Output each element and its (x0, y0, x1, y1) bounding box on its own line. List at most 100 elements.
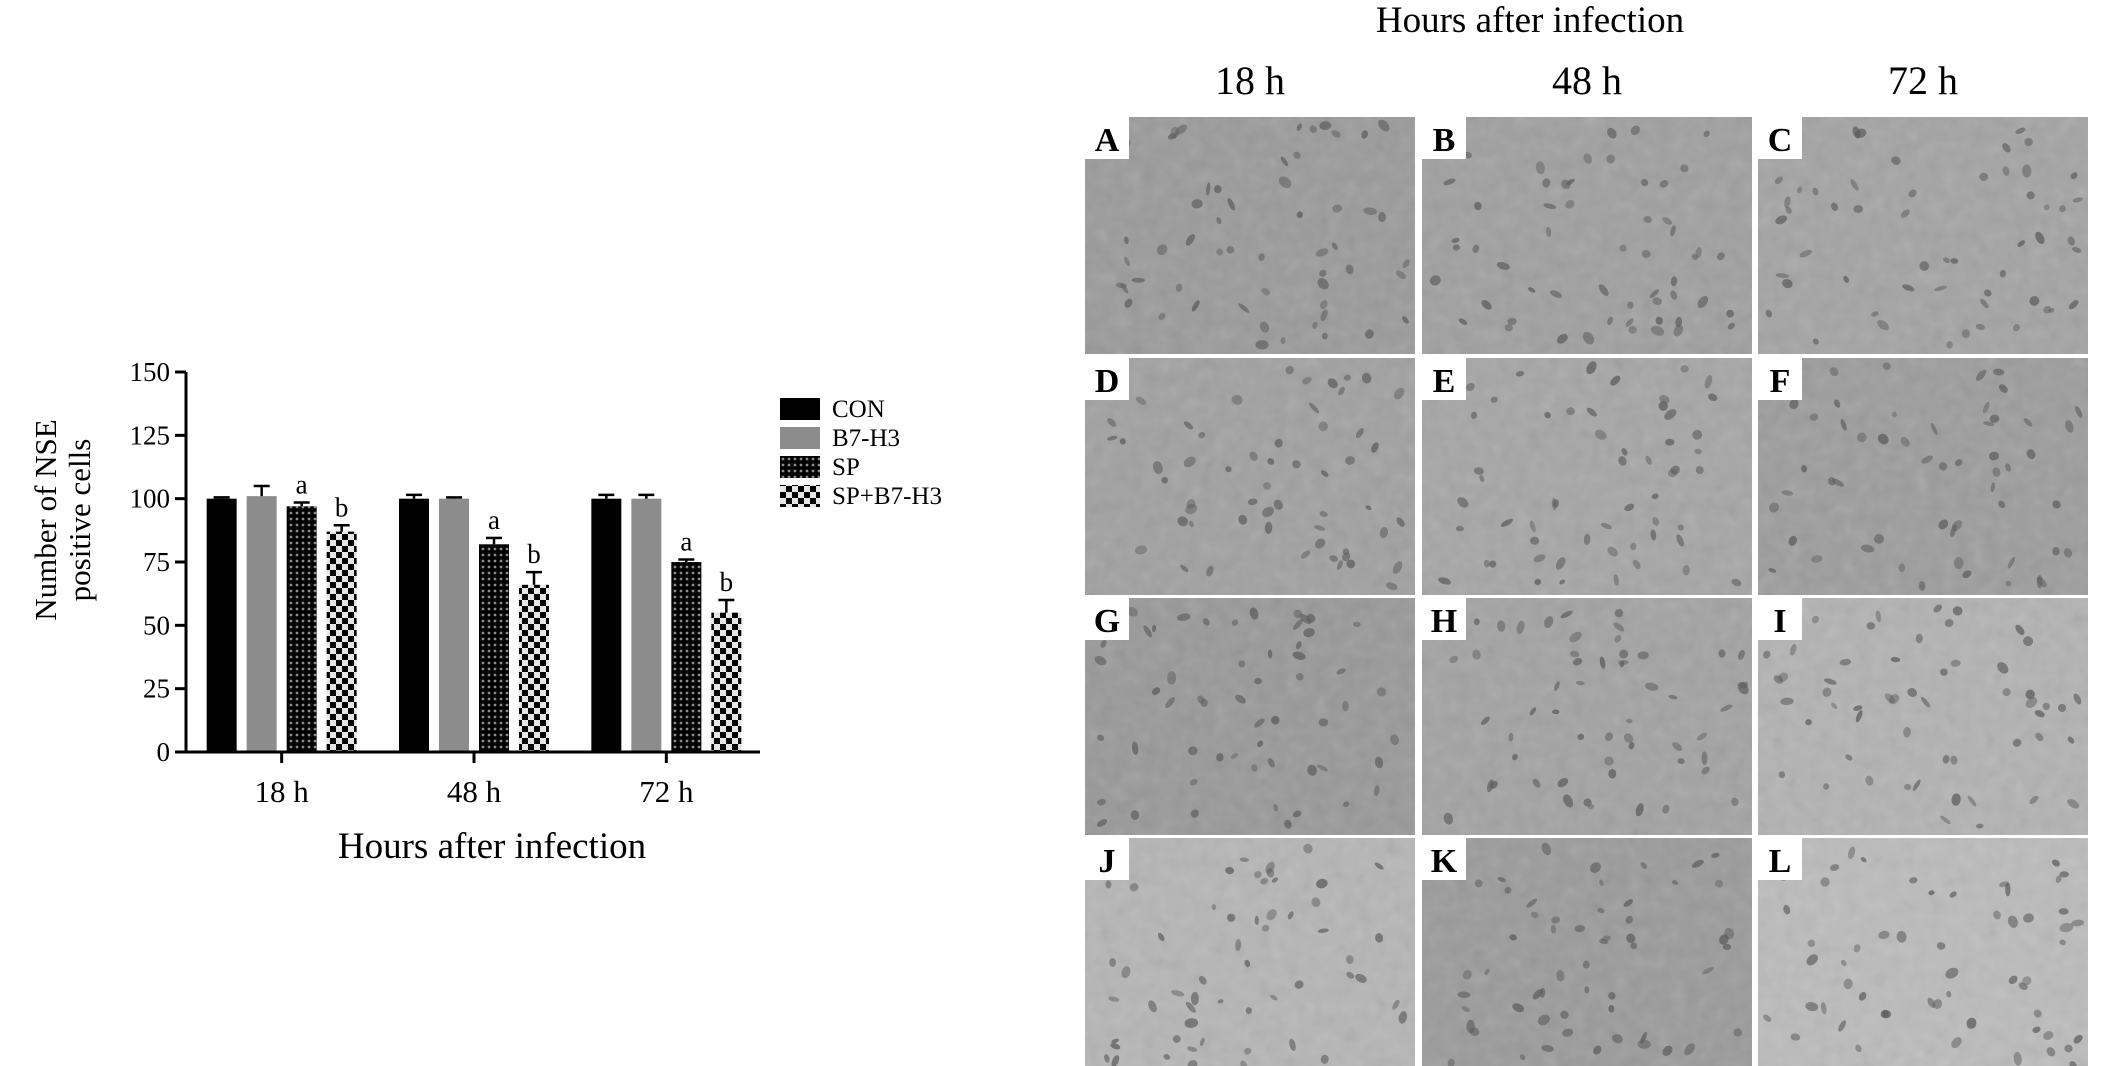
cell-nucleus (1470, 411, 1477, 420)
cell-nucleus (1823, 783, 1830, 790)
cell-nucleus (1784, 196, 1791, 209)
cell-nucleus (1877, 433, 1889, 445)
cell-nucleus (1319, 121, 1332, 131)
cell-nucleus (2015, 127, 2026, 135)
cell-nucleus (2024, 137, 2033, 147)
cell-nucleus (1292, 460, 1301, 469)
legend-swatch (780, 485, 820, 507)
cell-nucleus (1865, 775, 1874, 786)
cell-nucleus (2052, 546, 2060, 556)
cell-nucleus (1235, 939, 1242, 952)
cell-nucleus (1266, 909, 1277, 921)
cell-nucleus (2043, 305, 2052, 314)
cell-nucleus (1984, 289, 1992, 297)
cell-nucleus (1262, 506, 1274, 518)
cell-nucleus (1374, 756, 1384, 769)
micrograph-column-header: 48 h (1552, 58, 1622, 103)
cell-nucleus (1508, 732, 1514, 742)
cell-nucleus (1888, 693, 1900, 705)
cell-nucleus (1676, 534, 1685, 547)
cell-nucleus (2012, 738, 2022, 747)
cell-nucleus (1861, 544, 1875, 553)
cell-nucleus (1933, 604, 1943, 613)
cell-nucleus (1309, 125, 1317, 134)
panel-letter: I (1773, 603, 1786, 640)
cell-nucleus (1575, 680, 1585, 686)
cell-nucleus (1171, 990, 1185, 997)
cell-nucleus (1650, 529, 1657, 541)
panel-letter-box (1085, 117, 1129, 159)
cell-nucleus (1544, 411, 1551, 419)
cell-nucleus (2032, 1026, 2041, 1033)
cell-nucleus (1189, 778, 1198, 786)
micrograph-texture (1758, 358, 2088, 595)
cell-nucleus (1662, 217, 1673, 225)
cell-nucleus (1855, 710, 1863, 723)
cell-nucleus (2008, 975, 2018, 984)
cell-nucleus (1628, 326, 1637, 334)
cell-nucleus (1641, 249, 1651, 258)
cell-nucleus (1390, 734, 1400, 746)
cell-nucleus (1993, 368, 2005, 376)
cell-nucleus (1249, 607, 1259, 620)
panel-letter-box (1758, 598, 1802, 640)
cell-nucleus (1664, 409, 1677, 420)
cell-nucleus (2022, 164, 2032, 178)
cell-nucleus (1624, 503, 1635, 512)
cell-nucleus (1363, 207, 1377, 215)
cell-nucleus (2059, 939, 2066, 946)
micrograph-column-headers: 18 h 48 h 72 h (1215, 58, 1958, 103)
cell-nucleus (1583, 153, 1593, 164)
cell-nucleus (1238, 514, 1248, 525)
cell-nucleus (1912, 779, 1921, 791)
cell-nucleus (1343, 801, 1350, 807)
cell-nucleus (1949, 891, 1957, 898)
micrograph-panels: A B C D E F G H I J K L (1085, 117, 2088, 1066)
cell-nucleus (1843, 275, 1850, 283)
cell-nucleus (1828, 477, 1836, 486)
cell-nucleus (1838, 1020, 1846, 1032)
cell-nucleus (1300, 550, 1311, 559)
cell-nucleus (1158, 312, 1166, 320)
cell-nucleus (2075, 406, 2083, 418)
cell-nucleus (1945, 967, 1959, 979)
cell-nucleus (1267, 458, 1275, 465)
cell-nucleus (1345, 456, 1355, 465)
micrograph-texture (1422, 358, 1752, 595)
cell-nucleus (1946, 341, 1953, 349)
cell-nucleus (1254, 915, 1259, 926)
cell-nucleus (1199, 1037, 1205, 1046)
legend-swatch (780, 427, 820, 449)
cell-nucleus (1449, 655, 1459, 664)
micrograph-texture (1085, 598, 1415, 835)
cell-nucleus (1474, 201, 1482, 211)
cell-nucleus (1303, 628, 1315, 638)
cell-nucleus (1785, 206, 1792, 214)
cell-nucleus (1183, 456, 1196, 468)
cell-nucleus (1097, 734, 1105, 741)
cell-nucleus (1271, 877, 1278, 883)
cell-nucleus (1191, 199, 1203, 209)
cell-nucleus (1374, 862, 1384, 870)
cell-nucleus (1999, 269, 2006, 278)
cell-nucleus (1780, 697, 1794, 706)
cell-nucleus (1866, 622, 1876, 630)
cell-nucleus (1927, 997, 1936, 1008)
cell-nucleus (1378, 212, 1386, 223)
cell-nucleus (1261, 924, 1270, 932)
cell-nucleus (1659, 394, 1670, 404)
cell-nucleus (1320, 309, 1328, 322)
x-axis-ticks: 18 h 48 h 72 h (255, 752, 694, 809)
cell-nucleus (1904, 783, 1912, 790)
cell-nucleus (1504, 323, 1513, 332)
cell-nucleus (1396, 517, 1405, 528)
panel-letter-box (1422, 358, 1466, 400)
cell-nucleus (1186, 499, 1196, 509)
cell-nucleus (2051, 859, 2061, 867)
cell-nucleus (1191, 300, 1200, 312)
cell-nucleus (1206, 182, 1211, 196)
y-tick-label: 150 (130, 357, 171, 387)
bar-sp-1 (479, 544, 509, 752)
cell-nucleus (1177, 613, 1191, 622)
cell-nucleus (1697, 296, 1709, 309)
